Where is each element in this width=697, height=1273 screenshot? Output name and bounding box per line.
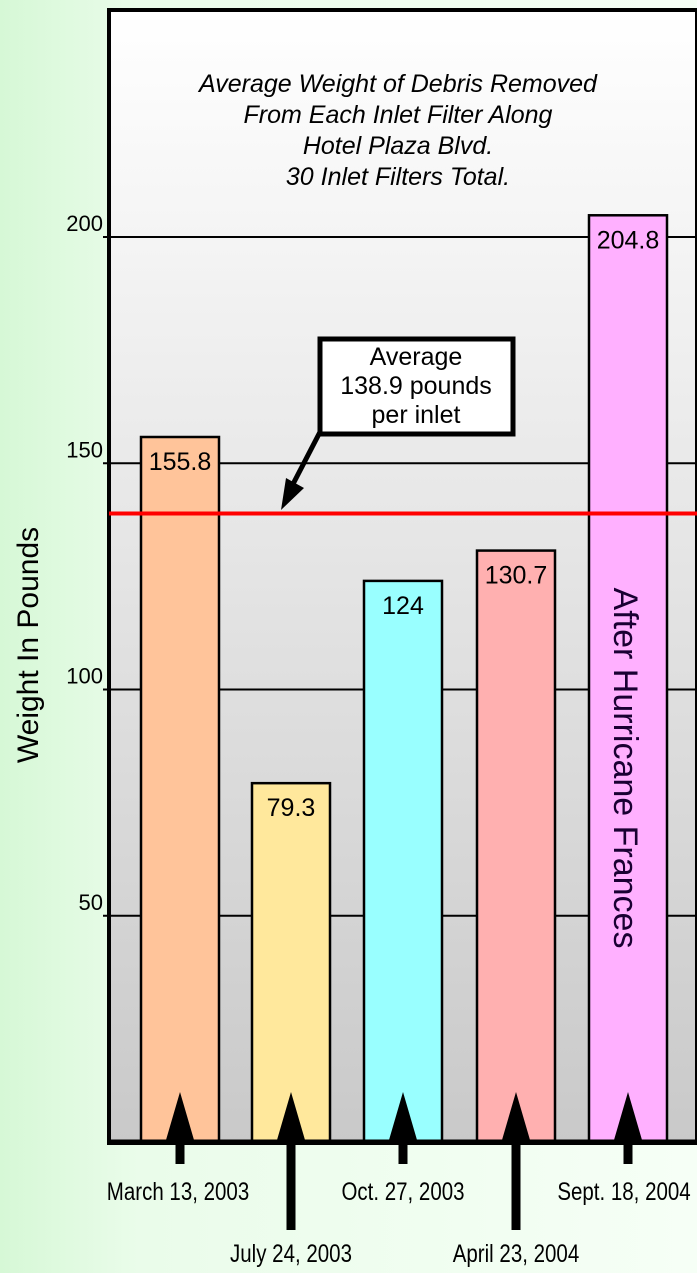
category-label: Sept. 18, 2004 xyxy=(557,1177,691,1205)
title-line: Average Weight of Debris Removed xyxy=(197,70,598,98)
date-arrowhead xyxy=(502,1092,530,1140)
callout-arrowhead xyxy=(281,478,304,510)
bar-value-label: 204.8 xyxy=(597,226,660,254)
bar xyxy=(250,781,332,1144)
y-axis-label: Weight In Pounds xyxy=(12,527,45,763)
date-arrow-shaft xyxy=(175,1132,185,1164)
title-line: 30 Inlet Filters Total. xyxy=(286,163,510,191)
chart-title: Average Weight of Debris Removed From Eac… xyxy=(197,70,598,191)
bar xyxy=(475,549,557,1144)
category-label: March 13, 2003 xyxy=(107,1177,249,1205)
y-tick-label: 150 xyxy=(66,437,103,462)
category-labels: March 13, 2003 July 24, 2003 Oct. 27, 2003… xyxy=(107,1177,691,1267)
bar xyxy=(362,579,444,1144)
y-tick-label: 100 xyxy=(66,664,103,689)
date-arrow-shaft xyxy=(286,1132,296,1230)
category-label: April 23, 2004 xyxy=(453,1239,580,1267)
date-arrow-shaft xyxy=(398,1132,408,1164)
bar-value-label: 130.7 xyxy=(485,562,548,590)
hurricane-annotation: After Hurricane Frances xyxy=(606,588,644,949)
callout-text-line: per inlet xyxy=(372,401,461,429)
date-arrow-shaft xyxy=(623,1132,633,1164)
callout-pointer xyxy=(289,430,323,488)
y-tick-label: 200 xyxy=(66,211,103,236)
date-arrowhead xyxy=(166,1092,194,1140)
y-tick-label: 50 xyxy=(79,890,103,915)
date-arrow-shaft xyxy=(511,1132,521,1230)
title-line: From Each Inlet Filter Along xyxy=(244,101,553,129)
date-arrowhead xyxy=(389,1092,417,1140)
bar-value-label: 124 xyxy=(382,592,424,620)
callout-text-line: 138.9 pounds xyxy=(340,372,492,400)
callout-box xyxy=(317,336,516,437)
bar-value-label: 79.3 xyxy=(267,794,316,822)
category-label: Oct. 27, 2003 xyxy=(341,1177,464,1205)
bar-value-label: 155.8 xyxy=(149,448,212,476)
bar xyxy=(139,435,221,1144)
title-line: Hotel Plaza Blvd. xyxy=(303,132,493,160)
callout-text-line: Average xyxy=(370,343,463,371)
date-arrowhead xyxy=(277,1092,305,1140)
date-arrows xyxy=(166,1092,642,1230)
bar xyxy=(587,214,669,1144)
date-arrowhead xyxy=(614,1092,642,1140)
category-label: July 24, 2003 xyxy=(230,1239,352,1267)
